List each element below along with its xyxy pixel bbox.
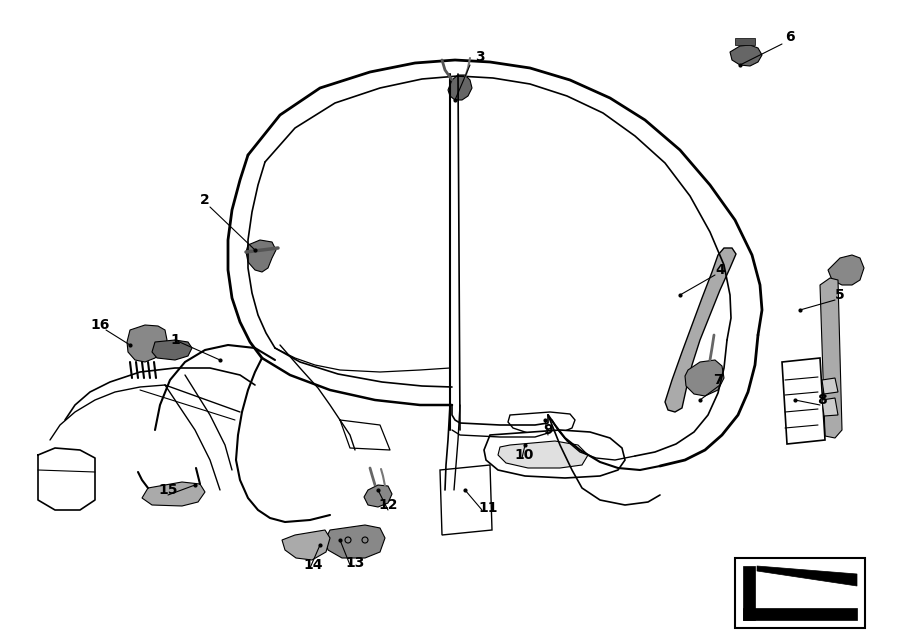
Polygon shape bbox=[448, 75, 472, 100]
Polygon shape bbox=[508, 412, 575, 435]
Polygon shape bbox=[822, 378, 838, 394]
Text: 3: 3 bbox=[475, 50, 485, 64]
Text: 4: 4 bbox=[716, 263, 724, 277]
Polygon shape bbox=[820, 278, 842, 438]
Polygon shape bbox=[735, 38, 755, 45]
Polygon shape bbox=[743, 566, 755, 620]
Polygon shape bbox=[364, 485, 392, 507]
Text: 10: 10 bbox=[514, 448, 534, 462]
Text: 14: 14 bbox=[303, 558, 323, 572]
Polygon shape bbox=[282, 530, 330, 560]
Text: 5: 5 bbox=[835, 288, 845, 302]
Polygon shape bbox=[142, 482, 205, 506]
Text: 16: 16 bbox=[90, 318, 110, 332]
Text: 13: 13 bbox=[346, 556, 365, 570]
Text: 8: 8 bbox=[817, 393, 827, 407]
Polygon shape bbox=[730, 45, 762, 66]
Polygon shape bbox=[246, 240, 276, 272]
Text: 9: 9 bbox=[544, 423, 553, 437]
Polygon shape bbox=[665, 248, 736, 412]
Polygon shape bbox=[127, 325, 167, 362]
Text: 2: 2 bbox=[200, 193, 210, 207]
Polygon shape bbox=[498, 441, 588, 468]
Polygon shape bbox=[325, 525, 385, 558]
Polygon shape bbox=[743, 608, 857, 620]
Polygon shape bbox=[782, 358, 825, 444]
Text: 12: 12 bbox=[378, 498, 398, 512]
Polygon shape bbox=[484, 430, 625, 478]
Polygon shape bbox=[440, 465, 492, 535]
Polygon shape bbox=[685, 360, 724, 396]
Polygon shape bbox=[757, 566, 857, 586]
Polygon shape bbox=[152, 340, 192, 360]
Text: 11: 11 bbox=[478, 501, 498, 515]
Text: 1: 1 bbox=[170, 333, 180, 347]
Text: 7: 7 bbox=[713, 373, 723, 387]
Bar bbox=[735, 558, 865, 628]
Polygon shape bbox=[828, 255, 864, 285]
Text: 6: 6 bbox=[785, 30, 795, 44]
Polygon shape bbox=[822, 398, 838, 416]
Text: 15: 15 bbox=[158, 483, 178, 497]
